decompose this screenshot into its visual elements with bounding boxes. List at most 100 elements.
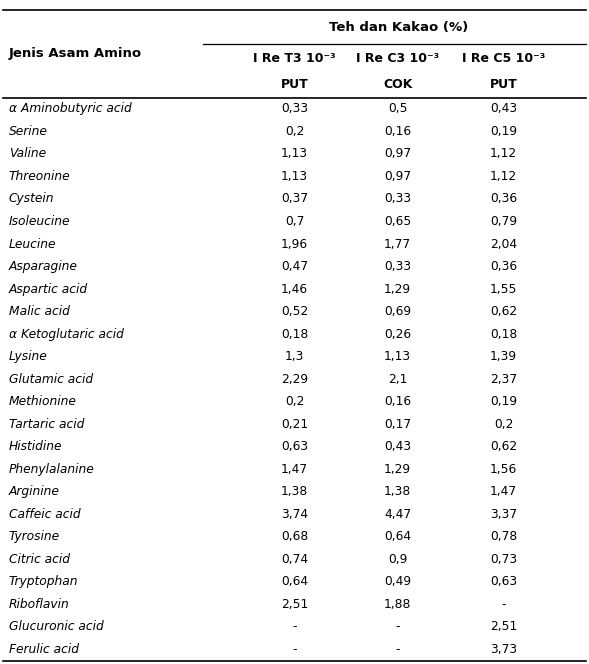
Text: Aspartic acid: Aspartic acid xyxy=(9,283,88,295)
Text: 3,37: 3,37 xyxy=(490,508,517,521)
Text: 0,33: 0,33 xyxy=(384,260,411,273)
Text: I Re C3 10⁻³: I Re C3 10⁻³ xyxy=(356,52,439,65)
Text: PUT: PUT xyxy=(280,78,309,92)
Text: 0,17: 0,17 xyxy=(384,418,411,431)
Text: Tartaric acid: Tartaric acid xyxy=(9,418,84,431)
Text: 1,47: 1,47 xyxy=(490,485,517,498)
Text: -: - xyxy=(395,643,400,656)
Text: 1,13: 1,13 xyxy=(281,170,308,183)
Text: 0,64: 0,64 xyxy=(281,575,308,588)
Text: 0,63: 0,63 xyxy=(281,440,308,454)
Text: 1,12: 1,12 xyxy=(490,147,517,161)
Text: Lysine: Lysine xyxy=(9,350,48,363)
Text: Serine: Serine xyxy=(9,125,48,138)
Text: 0,65: 0,65 xyxy=(384,215,411,228)
Text: 0,43: 0,43 xyxy=(384,440,411,454)
Text: 0,2: 0,2 xyxy=(494,418,513,431)
Text: Riboflavin: Riboflavin xyxy=(9,598,70,611)
Text: 0,63: 0,63 xyxy=(490,575,517,588)
Text: α Aminobutyric acid: α Aminobutyric acid xyxy=(9,102,131,116)
Text: 0,9: 0,9 xyxy=(388,553,407,566)
Text: 0,26: 0,26 xyxy=(384,327,411,341)
Text: 0,49: 0,49 xyxy=(384,575,411,588)
Text: 0,2: 0,2 xyxy=(285,125,304,138)
Text: PUT: PUT xyxy=(489,78,518,92)
Text: 0,16: 0,16 xyxy=(384,125,411,138)
Text: 0,37: 0,37 xyxy=(281,193,308,205)
Text: 2,29: 2,29 xyxy=(281,373,308,386)
Text: 1,29: 1,29 xyxy=(384,283,411,295)
Text: 2,51: 2,51 xyxy=(490,620,517,633)
Text: 0,18: 0,18 xyxy=(490,327,517,341)
Text: 0,52: 0,52 xyxy=(281,305,308,318)
Text: Tryptophan: Tryptophan xyxy=(9,575,78,588)
Text: 1,77: 1,77 xyxy=(384,238,411,250)
Text: 0,73: 0,73 xyxy=(490,553,517,566)
Text: 0,16: 0,16 xyxy=(384,395,411,408)
Text: Leucine: Leucine xyxy=(9,238,57,250)
Text: 1,29: 1,29 xyxy=(384,463,411,475)
Text: Citric acid: Citric acid xyxy=(9,553,70,566)
Text: 0,62: 0,62 xyxy=(490,305,517,318)
Text: Valine: Valine xyxy=(9,147,46,161)
Text: Arginine: Arginine xyxy=(9,485,59,498)
Text: Histidine: Histidine xyxy=(9,440,62,454)
Text: 0,74: 0,74 xyxy=(281,553,308,566)
Text: 4,47: 4,47 xyxy=(384,508,411,521)
Text: 1,39: 1,39 xyxy=(490,350,517,363)
Text: Tyrosine: Tyrosine xyxy=(9,531,60,543)
Text: 0,78: 0,78 xyxy=(490,531,517,543)
Text: 1,13: 1,13 xyxy=(384,350,411,363)
Text: 0,97: 0,97 xyxy=(384,147,411,161)
Text: 1,55: 1,55 xyxy=(490,283,517,295)
Text: I Re T3 10⁻³: I Re T3 10⁻³ xyxy=(253,52,336,65)
Text: Glucuronic acid: Glucuronic acid xyxy=(9,620,104,633)
Text: 2,1: 2,1 xyxy=(388,373,407,386)
Text: 0,36: 0,36 xyxy=(490,193,517,205)
Text: Ferulic acid: Ferulic acid xyxy=(9,643,79,656)
Text: 0,69: 0,69 xyxy=(384,305,411,318)
Text: Jenis Asam Amino: Jenis Asam Amino xyxy=(9,47,142,60)
Text: -: - xyxy=(395,620,400,633)
Text: Caffeic acid: Caffeic acid xyxy=(9,508,81,521)
Text: α Ketoglutaric acid: α Ketoglutaric acid xyxy=(9,327,124,341)
Text: 0,64: 0,64 xyxy=(384,531,411,543)
Text: 1,13: 1,13 xyxy=(281,147,308,161)
Text: 2,04: 2,04 xyxy=(490,238,517,250)
Text: I Re C5 10⁻³: I Re C5 10⁻³ xyxy=(462,52,545,65)
Text: 1,46: 1,46 xyxy=(281,283,308,295)
Text: 0,79: 0,79 xyxy=(490,215,517,228)
Text: 1,3: 1,3 xyxy=(285,350,304,363)
Text: 0,21: 0,21 xyxy=(281,418,308,431)
Text: -: - xyxy=(292,620,297,633)
Text: 0,62: 0,62 xyxy=(490,440,517,454)
Text: -: - xyxy=(292,643,297,656)
Text: 0,18: 0,18 xyxy=(281,327,308,341)
Text: 0,36: 0,36 xyxy=(490,260,517,273)
Text: 2,51: 2,51 xyxy=(281,598,308,611)
Text: 3,73: 3,73 xyxy=(490,643,517,656)
Text: 1,38: 1,38 xyxy=(384,485,411,498)
Text: 0,43: 0,43 xyxy=(490,102,517,116)
Text: 0,19: 0,19 xyxy=(490,125,517,138)
Text: 0,19: 0,19 xyxy=(490,395,517,408)
Text: 0,97: 0,97 xyxy=(384,170,411,183)
Text: Threonine: Threonine xyxy=(9,170,71,183)
Text: Asparagine: Asparagine xyxy=(9,260,78,273)
Text: -: - xyxy=(501,598,506,611)
Text: Isoleucine: Isoleucine xyxy=(9,215,70,228)
Text: 0,7: 0,7 xyxy=(285,215,304,228)
Text: 1,38: 1,38 xyxy=(281,485,308,498)
Text: 2,37: 2,37 xyxy=(490,373,517,386)
Text: 1,47: 1,47 xyxy=(281,463,308,475)
Text: 0,33: 0,33 xyxy=(384,193,411,205)
Text: Phenylalanine: Phenylalanine xyxy=(9,463,95,475)
Text: Teh dan Kakao (%): Teh dan Kakao (%) xyxy=(329,21,469,34)
Text: 0,5: 0,5 xyxy=(388,102,408,116)
Text: Cystein: Cystein xyxy=(9,193,54,205)
Text: 1,56: 1,56 xyxy=(490,463,517,475)
Text: 1,88: 1,88 xyxy=(384,598,411,611)
Text: Glutamic acid: Glutamic acid xyxy=(9,373,93,386)
Text: 1,96: 1,96 xyxy=(281,238,308,250)
Text: Malic acid: Malic acid xyxy=(9,305,70,318)
